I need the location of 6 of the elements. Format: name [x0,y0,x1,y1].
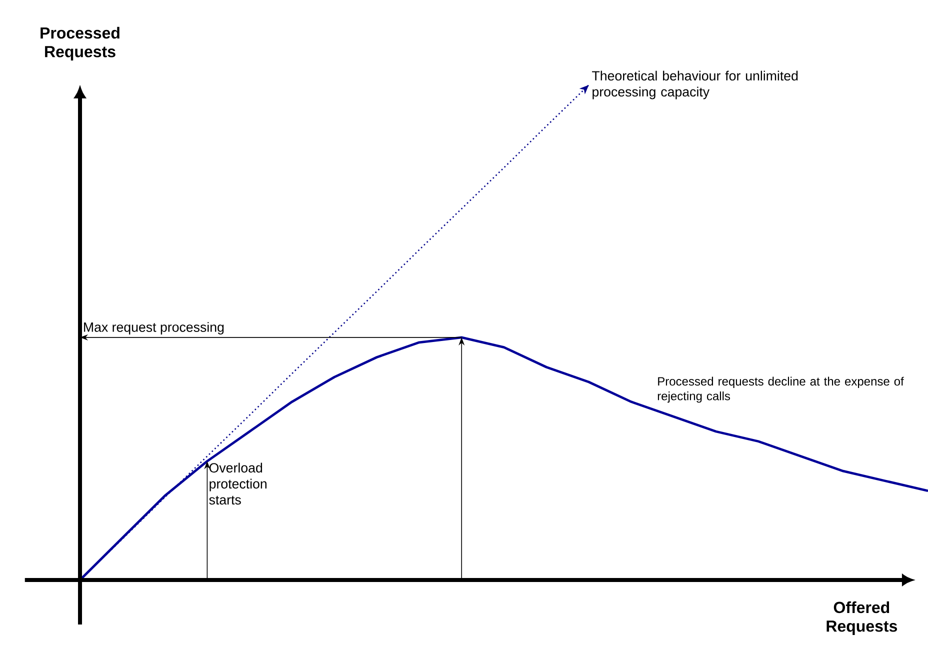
y-axis-title: Processed Requests [40,26,120,60]
annotation: Processed requests decline at the expense of rejecting calls [658,376,904,403]
annotation: Theoretical behaviour for unlimited processing capacity [592,70,798,100]
annotation: Max request processing [84,322,224,334]
annotation: Overload protection starts [209,462,266,505]
x-axis-title: Offered Requests [826,601,898,635]
